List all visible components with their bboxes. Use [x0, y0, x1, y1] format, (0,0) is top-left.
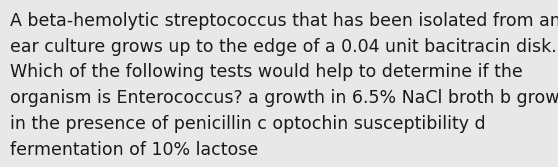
Text: fermentation of 10% lactose: fermentation of 10% lactose	[10, 141, 258, 159]
Text: in the presence of penicillin c optochin susceptibility d: in the presence of penicillin c optochin…	[10, 115, 485, 133]
Text: Which of the following tests would help to determine if the: Which of the following tests would help …	[10, 63, 523, 81]
Text: organism is Enterococcus? a growth in 6.5% NaCl broth b growth: organism is Enterococcus? a growth in 6.…	[10, 89, 558, 107]
Text: A beta-hemolytic streptococcus that has been isolated from an: A beta-hemolytic streptococcus that has …	[10, 12, 558, 30]
Text: ear culture grows up to the edge of a 0.04 unit bacitracin disk.: ear culture grows up to the edge of a 0.…	[10, 38, 557, 56]
